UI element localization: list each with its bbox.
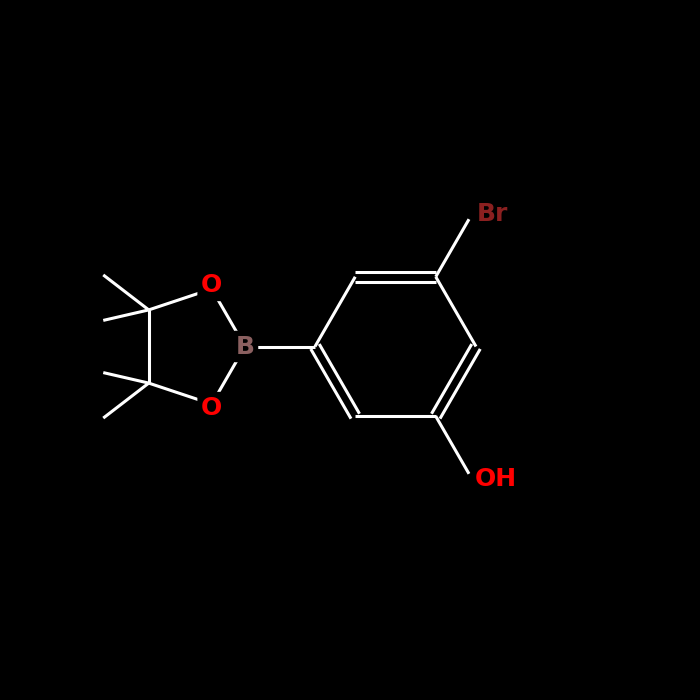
Text: Br: Br: [477, 202, 508, 225]
Text: O: O: [201, 395, 223, 419]
Text: B: B: [235, 335, 255, 358]
Text: OH: OH: [475, 468, 517, 491]
Text: O: O: [201, 274, 223, 298]
